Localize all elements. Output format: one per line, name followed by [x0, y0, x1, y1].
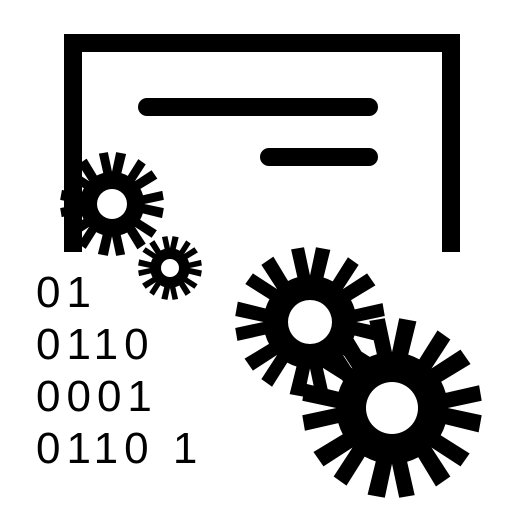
binary-line-0: 01 — [36, 268, 97, 318]
binary-line-2: 0001 — [36, 372, 158, 422]
text-bar-1 — [260, 148, 378, 166]
gear-icon-1 — [136, 234, 204, 302]
data-processing-icon: 01011000010110 1 — [0, 0, 512, 512]
text-bar-0 — [138, 98, 378, 116]
binary-line-1: 0110 — [36, 320, 155, 370]
gear-icon-3 — [300, 316, 484, 500]
binary-line-3: 0110 1 — [36, 424, 203, 474]
